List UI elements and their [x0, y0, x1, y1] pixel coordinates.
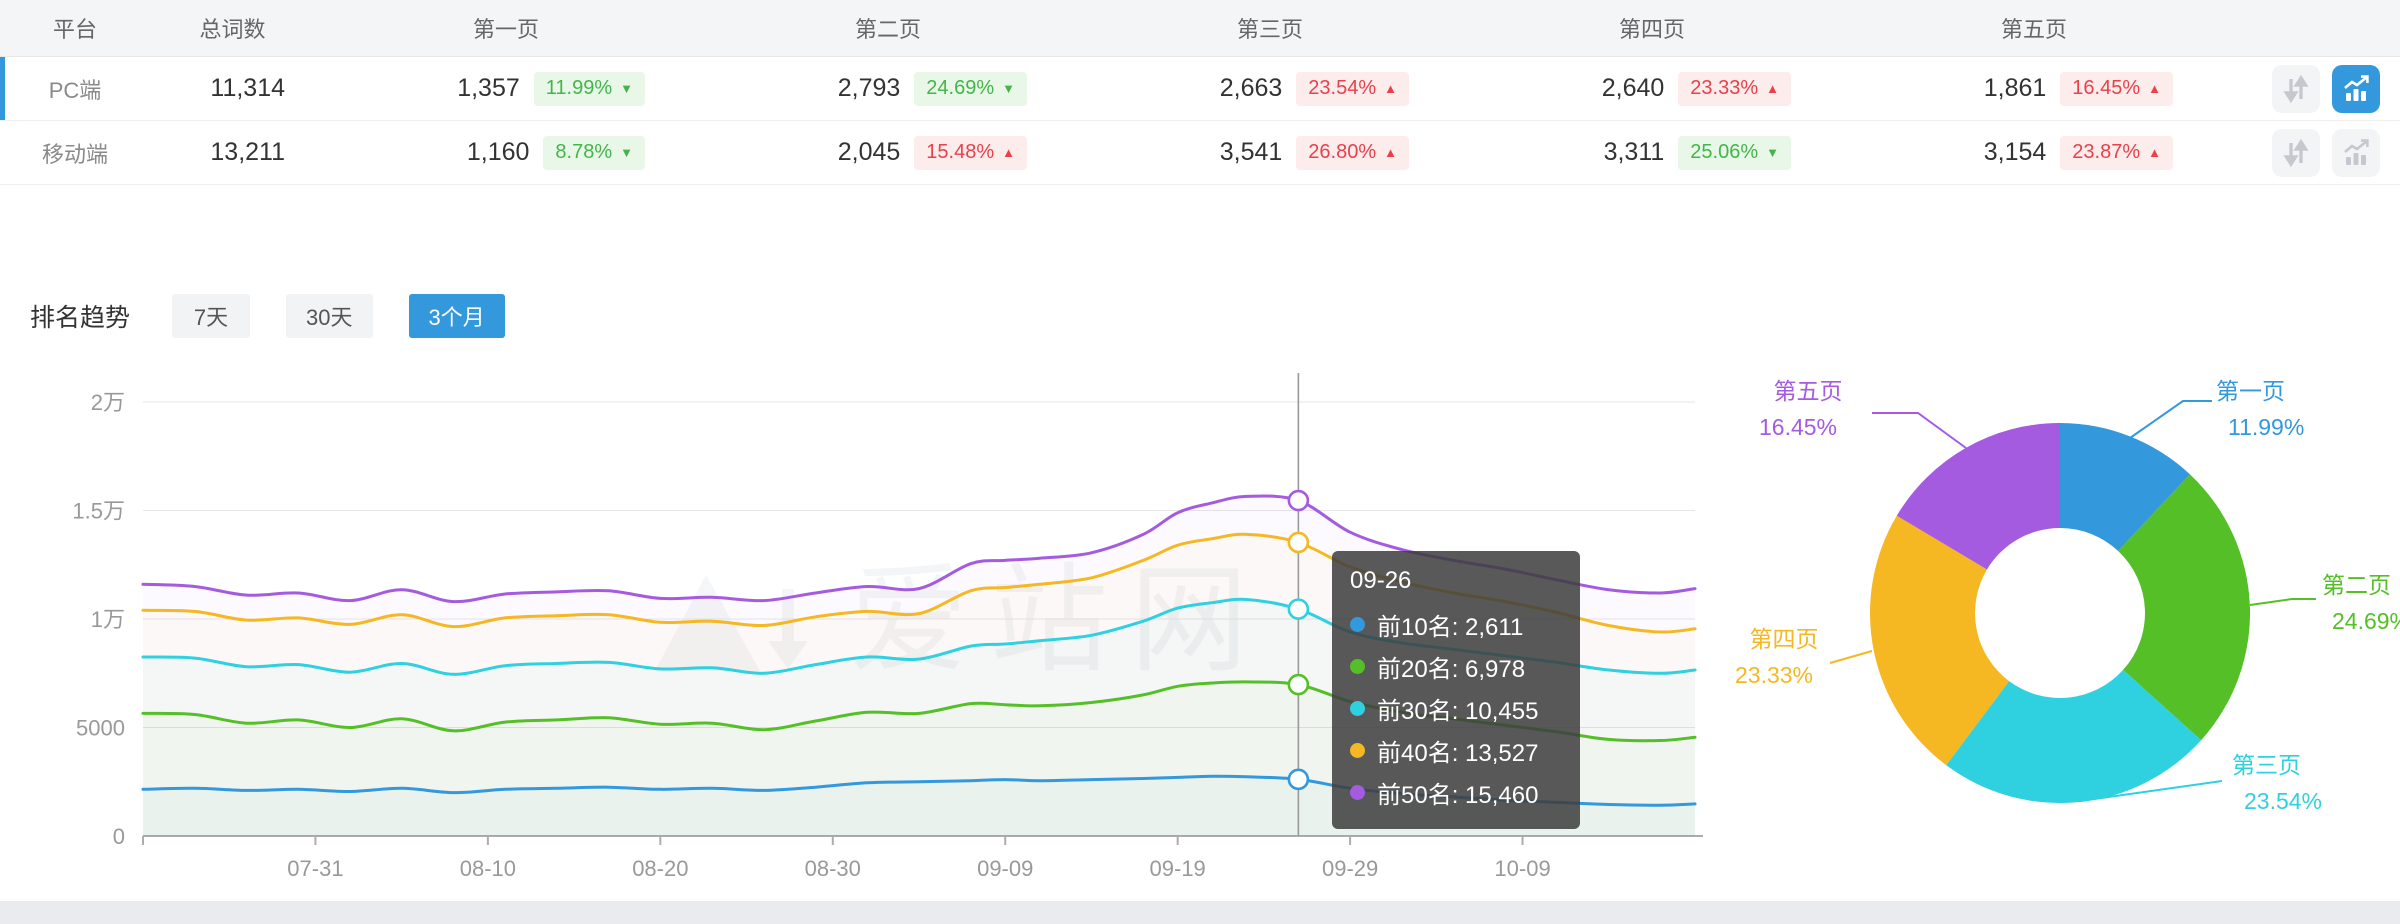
donut-percent-label: 11.99%: [2228, 414, 2304, 440]
trend-chart-button[interactable]: [2332, 64, 2380, 113]
donut-percent-label: 23.54%: [2244, 788, 2322, 814]
charts-area: 爱站网 0 5000 1万 1.5万 2万 07-31 08-10 08-20 08-30 09-0…: [0, 353, 2400, 901]
donut-slice-1[interactable]: [2060, 423, 2190, 552]
donut-label: 第二页: [2322, 572, 2391, 598]
rank-trend-line-chart[interactable]: 爱站网 0 5000 1万 1.5万 2万 07-31 08-10 08-20 08-30 09-0…: [0, 353, 1720, 901]
selected-row-indicator: [0, 57, 5, 120]
donut-slice-2[interactable]: [2118, 474, 2250, 741]
tooltip-date: 09-26: [1350, 567, 1412, 594]
page2-change-badge: 15.48% ▲: [914, 135, 1027, 170]
page4-count: 2,640: [1601, 74, 1665, 102]
tooltip-item: 前40名: 13,527: [1350, 729, 1562, 771]
svg-text:08-10: 08-10: [460, 856, 516, 881]
page4-change-badge: 23.33% ▲: [1678, 71, 1791, 106]
page3-change-badge: 26.80% ▲: [1296, 135, 1409, 170]
page2-change-badge: 24.69% ▼: [914, 71, 1027, 106]
col-header-page1: 第一页: [472, 17, 539, 42]
svg-text:5000: 5000: [76, 716, 125, 741]
platform-label: PC端: [48, 77, 102, 103]
page3-count: 2,663: [1219, 74, 1283, 102]
sort-button[interactable]: [2272, 128, 2320, 177]
col-header-page4: 第四页: [1618, 17, 1685, 42]
page2-count: 2,045: [837, 138, 901, 166]
col-header-total-words: 总词数: [199, 17, 266, 42]
col-header-page5: 第五页: [2000, 17, 2067, 42]
page3-change-badge: 23.54% ▲: [1296, 71, 1409, 106]
donut-label: 第五页: [1774, 378, 1843, 404]
svg-text:0: 0: [113, 824, 125, 849]
tooltip-item: 前50名: 15,460: [1350, 771, 1562, 813]
page-distribution-donut-chart[interactable]: 第一页 11.99% 第二页 24.69% 第三页 23.54% 第四页 23.33% 第五页 1…: [1720, 353, 2400, 901]
page4-count: 3,311: [1603, 138, 1665, 166]
keyword-rank-dashboard: 平台 总词数 第一页 第二页 第三页 第四页 第五页 PC端 11,314 1,…: [0, 0, 2400, 901]
page3-count: 3,541: [1219, 138, 1283, 166]
svg-text:07-31: 07-31: [287, 856, 343, 881]
tooltip-item: 前20名: 6,978: [1350, 645, 1562, 687]
series-color-dot: [1350, 616, 1365, 632]
page5-change-badge: 16.45% ▲: [2060, 71, 2173, 106]
sort-button[interactable]: [2272, 64, 2320, 113]
total-words-value: 11,314: [210, 74, 285, 102]
col-header-page2: 第二页: [854, 17, 921, 42]
tooltip-items: 前10名: 2,611 前20名: 6,978 前30名: 10,455 前40名: …: [1350, 603, 1562, 813]
tooltip-item: 前10名: 2,611: [1350, 603, 1562, 645]
trend-section-header: 排名趋势 7天 30天 3个月: [30, 293, 2400, 339]
period-tabs: 7天 30天 3个月: [172, 294, 505, 338]
table-row-pc[interactable]: PC端 11,314 1,357 11.99% ▼ 2,793 24.69% ▼ 2,6…: [0, 57, 2400, 121]
page1-change-badge: 11.99% ▼: [533, 71, 645, 106]
page1-count: 1,357: [457, 74, 520, 102]
tooltip-item: 前30名: 10,455: [1350, 687, 1562, 729]
donut-percent-label: 16.45%: [1759, 414, 1837, 440]
donut-slice-5[interactable]: [1896, 423, 2060, 570]
page5-count: 1,861: [1983, 74, 2047, 102]
svg-text:2万: 2万: [91, 390, 125, 415]
page5-count: 3,154: [1983, 138, 2047, 166]
trend-chart-button[interactable]: [2332, 128, 2380, 177]
series-color-dot: [1350, 658, 1365, 674]
total-words-value: 13,211: [210, 138, 285, 166]
table-row-mobile[interactable]: 移动端 13,211 1,160 8.78% ▼ 2,045 15.48% ▲ 3,54…: [0, 121, 2400, 185]
svg-text:爱站网: 爱站网: [850, 555, 1270, 687]
svg-text:09-09: 09-09: [977, 856, 1033, 881]
page1-count: 1,160: [466, 138, 530, 166]
donut-slice-4[interactable]: [1870, 515, 2010, 766]
svg-text:09-29: 09-29: [1322, 856, 1378, 881]
svg-text:08-30: 08-30: [805, 856, 861, 881]
donut-percent-label: 24.69%: [2332, 608, 2400, 634]
tab-3-months[interactable]: 3个月: [408, 294, 505, 338]
svg-text:1万: 1万: [91, 607, 125, 632]
page4-change-badge: 25.06% ▼: [1678, 135, 1791, 170]
svg-text:1.5万: 1.5万: [72, 499, 125, 524]
svg-text:09-19: 09-19: [1150, 856, 1206, 881]
col-header-platform: 平台: [52, 17, 97, 42]
page5-change-badge: 23.87% ▲: [2060, 135, 2173, 170]
donut-label: 第四页: [1750, 626, 1819, 652]
tab-7-days[interactable]: 7天: [172, 294, 251, 338]
svg-text:10-09: 10-09: [1494, 856, 1550, 881]
page2-count: 2,793: [837, 74, 901, 102]
donut-slice-3[interactable]: [1946, 669, 2202, 803]
donut-label: 第一页: [2216, 378, 2285, 404]
col-header-page3: 第三页: [1236, 17, 1303, 42]
series-color-dot: [1350, 784, 1365, 800]
series-color-dot: [1350, 742, 1365, 758]
svg-text:08-20: 08-20: [632, 856, 688, 881]
series-color-dot: [1350, 700, 1365, 716]
chart-tooltip: 09-26 前10名: 2,611 前20名: 6,978 前30名: 10,455…: [1332, 551, 1580, 829]
platform-label: 移动端: [41, 141, 108, 167]
donut-label: 第三页: [2232, 752, 2301, 778]
tab-30-days[interactable]: 30天: [286, 294, 373, 338]
donut-percent-label: 23.33%: [1735, 662, 1813, 688]
table-header-row: 平台 总词数 第一页 第二页 第三页 第四页 第五页: [0, 0, 2400, 57]
page1-change-badge: 8.78% ▼: [543, 135, 645, 170]
trend-title: 排名趋势: [30, 304, 131, 332]
